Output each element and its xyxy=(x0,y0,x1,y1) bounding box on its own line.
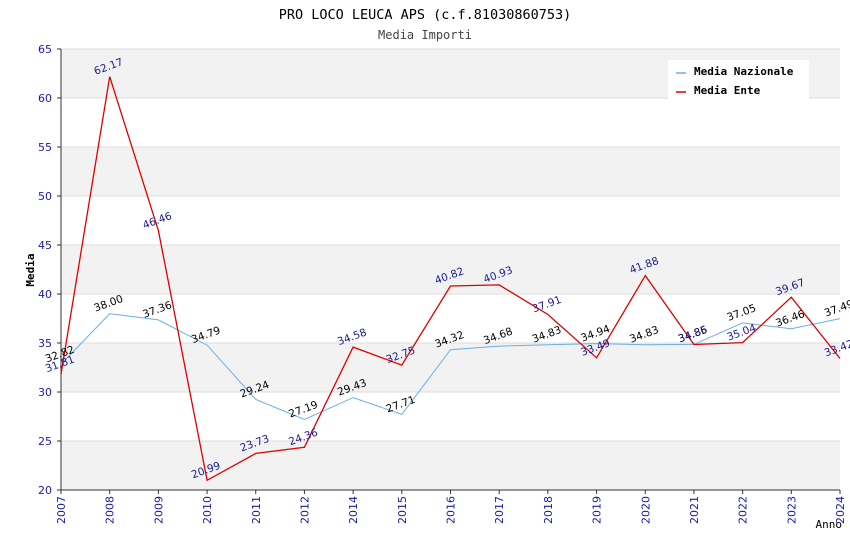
grid-band xyxy=(61,441,840,490)
y-tick-label: 45 xyxy=(38,239,52,252)
x-tick-label: 2019 xyxy=(591,496,604,524)
y-tick-label: 55 xyxy=(38,141,52,154)
series-line-media-ente xyxy=(60,76,841,482)
legend-box xyxy=(668,60,809,102)
y-tick-label: 50 xyxy=(38,190,52,203)
y-tick-label: 20 xyxy=(38,484,52,497)
data-label-media-nazionale: 37.05 xyxy=(725,302,757,324)
x-tick-label: 2017 xyxy=(493,496,506,524)
x-tick-label: 2011 xyxy=(250,496,263,524)
x-tick-label: 2024 xyxy=(834,496,847,524)
y-tick-label: 65 xyxy=(38,43,52,56)
y-tick-label: 60 xyxy=(38,92,52,105)
x-tick-label: 2022 xyxy=(737,496,750,524)
data-label-media-nazionale: 27.19 xyxy=(287,399,319,421)
legend-label-media-ente: Media Ente xyxy=(694,84,761,97)
grid-band xyxy=(61,343,840,392)
data-label-media-ente: 37.91 xyxy=(531,294,563,316)
x-tick-label: 2020 xyxy=(639,496,652,524)
y-tick-label: 35 xyxy=(38,337,52,350)
x-tick-label: 2008 xyxy=(104,496,117,524)
x-tick-label: 2021 xyxy=(688,496,701,524)
chart-title: PRO LOCO LEUCA APS (c.f.81030860753) xyxy=(279,7,572,23)
legend: Media Nazionale Media Ente xyxy=(668,60,809,102)
x-tick-label: 2016 xyxy=(445,496,458,524)
x-tick-label: 2009 xyxy=(152,496,165,524)
x-tick-label: 2015 xyxy=(396,496,409,524)
y-tick-label: 40 xyxy=(38,288,52,301)
x-tick-label: 2010 xyxy=(201,496,214,524)
x-axis-label: Anno xyxy=(816,518,843,531)
y-tick-label: 30 xyxy=(38,386,52,399)
x-tick-label: 2012 xyxy=(298,496,311,524)
y-tick-label: 25 xyxy=(38,435,52,448)
x-tick-label: 2018 xyxy=(542,496,555,524)
x-tick-label: 2007 xyxy=(55,496,68,524)
chart-subtitle: Media Importi xyxy=(378,28,472,42)
data-label-media-nazionale: 34.83 xyxy=(531,324,563,346)
data-label-media-nazionale: 38.00 xyxy=(92,293,124,315)
grid-band xyxy=(61,147,840,196)
data-label-media-ente: 35.04 xyxy=(725,322,758,344)
data-label-media-nazionale: 27.71 xyxy=(385,394,417,416)
y-axis-label: Media xyxy=(24,253,37,286)
data-label-media-nazionale: 34.83 xyxy=(628,324,660,346)
data-label-media-nazionale: 37.49 xyxy=(823,298,850,320)
x-tick-label: 2023 xyxy=(785,496,798,524)
data-label-media-nazionale: 37.36 xyxy=(141,299,174,321)
legend-label-media-nazionale: Media Nazionale xyxy=(694,65,794,78)
x-tick-label: 2014 xyxy=(347,496,360,524)
series-line-media-nazionale xyxy=(60,313,841,421)
